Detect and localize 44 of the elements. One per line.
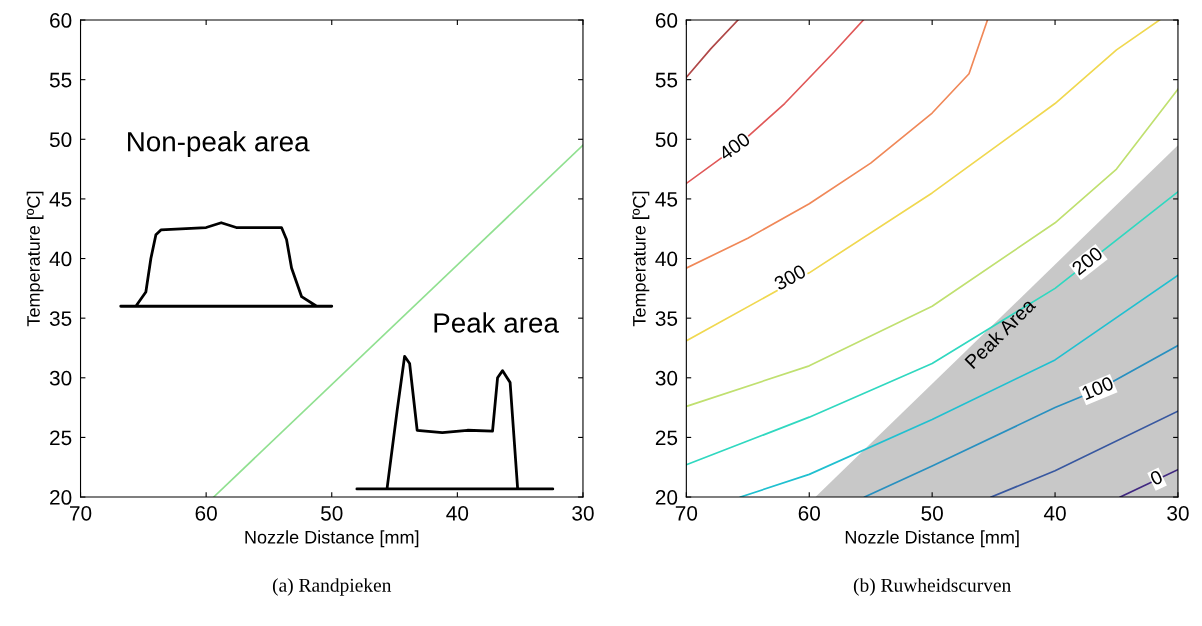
y-tick-label: 25 xyxy=(50,430,72,446)
annotation: 200 xyxy=(1070,245,1104,276)
annotation: 400 xyxy=(717,131,752,162)
x-tick-label: 50 xyxy=(321,505,343,521)
line-series xyxy=(686,88,1178,408)
y-tick-label: 30 xyxy=(49,370,72,386)
annotation: Non-peak area xyxy=(128,131,310,157)
x-tick-label: 60 xyxy=(798,505,821,521)
y-tick-label: 30 xyxy=(655,370,678,386)
x-tick-label: 30 xyxy=(1167,505,1189,521)
y-tick-label: 40 xyxy=(655,251,678,267)
x-tick-label: 70 xyxy=(675,505,698,521)
y-axis-title: Temperature [ºC] xyxy=(26,191,44,327)
line-series xyxy=(686,20,865,185)
text: (b) Ruwheidscurven xyxy=(853,578,1011,596)
y-tick-label: 25 xyxy=(655,430,678,446)
line-series xyxy=(686,190,1178,466)
x-tick-label: 50 xyxy=(921,505,943,521)
annotation: 0 xyxy=(1149,469,1164,486)
x-tick-label: 60 xyxy=(195,505,217,521)
x-tick-label: 30 xyxy=(572,505,594,521)
x-axis-title: Nozzle Distance [mm] xyxy=(845,530,1019,548)
x-tick-label: 40 xyxy=(1043,505,1066,521)
x-tick-label: 40 xyxy=(446,505,469,521)
text: (a) Randpieken xyxy=(272,578,392,596)
y-tick-label: 45 xyxy=(655,192,678,207)
y-tick-label: 60 xyxy=(50,13,72,28)
y-tick-label: 20 xyxy=(50,490,72,505)
annotation: 100 xyxy=(1081,375,1115,401)
y-tick-label: 45 xyxy=(49,192,72,207)
y-tick-label: 50 xyxy=(655,132,678,148)
y-tick-label: 50 xyxy=(49,132,72,148)
y-tick-label: 20 xyxy=(655,490,678,505)
annotation: Peak area xyxy=(434,312,559,333)
x-axis-title: Nozzle Distance [mm] xyxy=(245,530,419,548)
y-tick-label: 35 xyxy=(49,311,72,326)
y-axis-title: Temperature [ºC] xyxy=(632,191,650,327)
x-tick-label: 70 xyxy=(70,505,92,521)
y-tick-label: 40 xyxy=(49,251,72,267)
y-tick-label: 35 xyxy=(655,311,678,326)
y-tick-label: 55 xyxy=(655,72,678,88)
y-tick-label: 55 xyxy=(49,72,72,88)
y-tick-label: 60 xyxy=(655,13,678,28)
annotation: 300 xyxy=(773,263,807,291)
